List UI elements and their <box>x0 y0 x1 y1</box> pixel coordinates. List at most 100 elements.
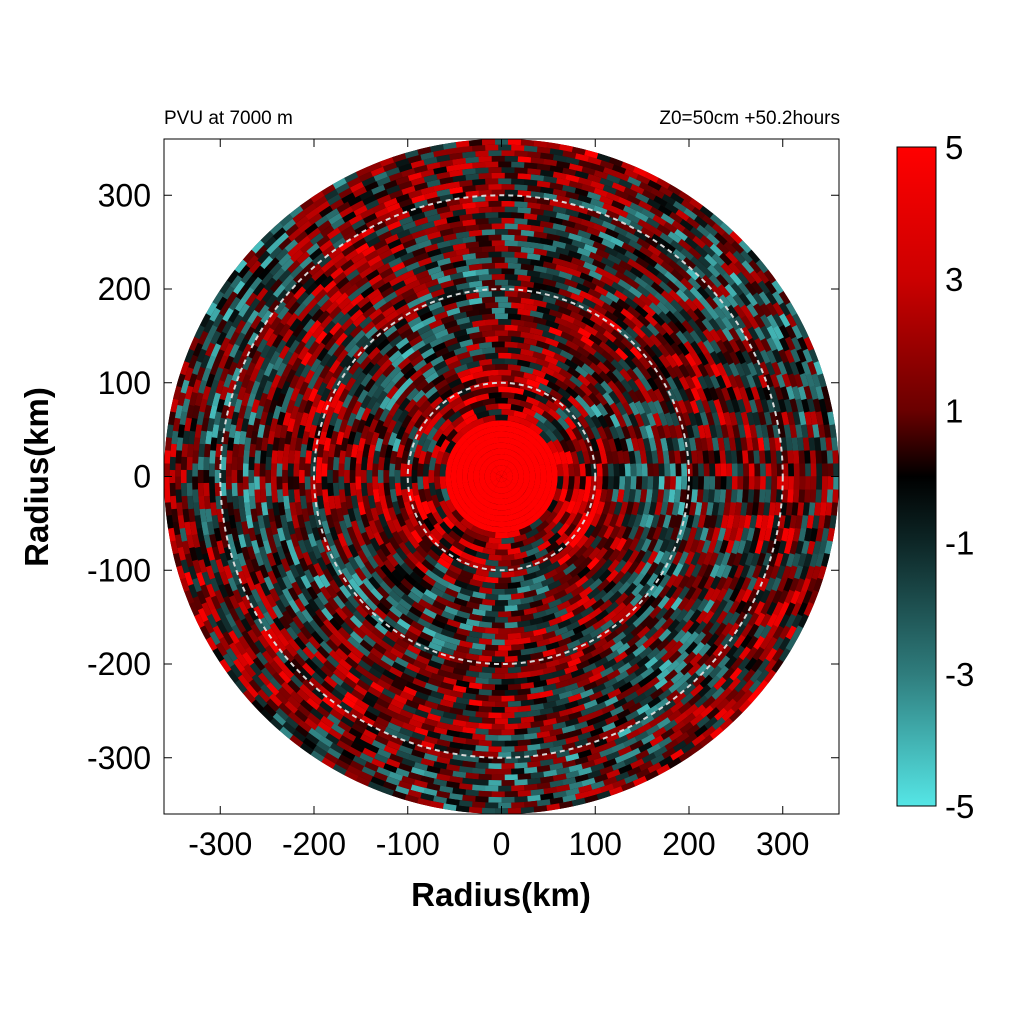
field-cell <box>276 545 286 561</box>
field-cell <box>631 437 640 452</box>
field-cell <box>764 450 772 464</box>
field-cell <box>430 586 445 598</box>
field-cell <box>436 773 451 782</box>
field-cell <box>720 677 734 691</box>
field-cell <box>466 583 481 593</box>
field-cell <box>697 351 709 366</box>
field-cell <box>568 711 583 721</box>
field-cell <box>412 696 427 706</box>
field-cell <box>210 595 222 610</box>
field-cell <box>488 729 502 736</box>
field-cell <box>299 456 306 471</box>
field-cell <box>527 497 540 511</box>
field-cell <box>478 604 493 612</box>
field-cell <box>337 532 348 548</box>
field-cell <box>293 286 307 300</box>
field-cell <box>540 440 552 454</box>
field-cell <box>491 257 505 263</box>
field-cell <box>611 200 626 211</box>
field-cell <box>658 526 668 541</box>
field-cell <box>513 551 528 560</box>
field-cell <box>462 219 476 227</box>
field-cell <box>563 563 577 576</box>
field-cell <box>530 242 544 250</box>
field-cell <box>501 442 515 451</box>
field-cell <box>478 689 493 696</box>
field-cell <box>353 431 362 446</box>
field-cell <box>206 521 215 536</box>
field-cell <box>507 807 522 814</box>
field-cell <box>526 202 541 210</box>
field-cell <box>263 662 277 676</box>
field-cell <box>396 732 411 742</box>
field-cell <box>683 340 696 355</box>
field-cell <box>386 220 402 231</box>
field-cell <box>422 334 437 346</box>
field-cell <box>412 359 427 372</box>
field-cell <box>360 373 373 388</box>
field-cell <box>778 540 787 555</box>
field-cell <box>565 191 580 200</box>
field-cell <box>555 732 570 741</box>
field-cell <box>295 328 308 343</box>
field-cell <box>636 768 651 779</box>
field-cell <box>656 513 666 528</box>
field-cell <box>413 494 423 509</box>
field-cell <box>746 437 754 451</box>
field-cell <box>226 533 235 548</box>
field-cell <box>809 385 819 400</box>
field-cell <box>338 754 353 766</box>
field-cell <box>241 356 253 371</box>
field-cell <box>308 551 319 566</box>
field-cell <box>321 476 328 490</box>
field-cell <box>251 699 265 713</box>
field-cell <box>494 279 509 286</box>
field-cell <box>513 376 528 385</box>
field-cell <box>583 699 598 710</box>
field-cell <box>478 476 487 488</box>
field-cell <box>562 150 577 159</box>
field-cell <box>520 806 535 814</box>
field-cell <box>556 600 571 611</box>
field-cell <box>748 539 758 554</box>
field-cell <box>670 640 684 654</box>
field-cell <box>754 612 766 627</box>
field-cell <box>504 155 518 162</box>
field-cell <box>766 624 779 639</box>
field-cell <box>272 712 287 726</box>
field-cell <box>434 632 449 642</box>
field-cell <box>475 762 489 769</box>
field-cell <box>226 269 240 284</box>
field-cell <box>354 371 367 386</box>
field-cell <box>558 236 573 245</box>
field-cell <box>511 643 525 651</box>
field-cell <box>565 500 577 514</box>
field-cell <box>380 564 393 579</box>
field-cell <box>619 501 629 516</box>
field-cell <box>608 157 624 167</box>
field-cell <box>740 689 754 703</box>
field-cell <box>250 350 262 365</box>
field-cell <box>462 726 477 734</box>
field-cell <box>169 456 176 471</box>
field-cell <box>498 802 512 809</box>
field-cell <box>504 307 518 315</box>
field-cell <box>287 463 294 477</box>
field-cell <box>688 526 698 541</box>
field-cell <box>360 513 370 529</box>
field-cell <box>589 501 600 516</box>
field-cell <box>555 360 570 372</box>
field-cell <box>347 195 362 207</box>
field-cell <box>599 160 614 170</box>
field-cell <box>491 757 506 764</box>
field-cell <box>377 212 392 223</box>
field-cell <box>590 524 603 539</box>
field-cell <box>311 671 325 685</box>
field-cell <box>485 768 499 775</box>
field-cell <box>363 231 378 243</box>
field-cell <box>304 520 313 535</box>
field-cell <box>439 476 447 490</box>
field-cell <box>689 538 700 554</box>
field-cell <box>565 787 580 797</box>
field-cell <box>565 770 580 779</box>
